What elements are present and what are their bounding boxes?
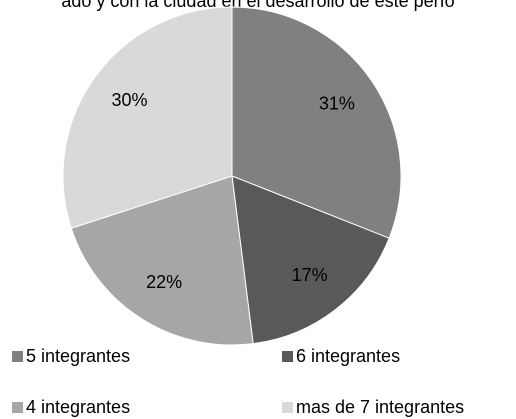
data-label: 31% bbox=[319, 94, 355, 114]
pie-slice bbox=[62, 6, 233, 229]
legend-label: 5 integrantes bbox=[26, 346, 130, 366]
pie-slice bbox=[231, 175, 390, 345]
legend-swatch bbox=[282, 402, 293, 413]
pie-slice bbox=[231, 6, 402, 239]
legend-swatch bbox=[12, 402, 23, 413]
legend-swatch bbox=[12, 351, 23, 362]
data-label: 30% bbox=[111, 90, 147, 110]
chart-title: ado y con la ciudad en el desarrollo de … bbox=[61, 0, 454, 11]
data-label: 17% bbox=[292, 265, 328, 285]
legend-label: mas de 7 integrantes bbox=[296, 397, 464, 417]
data-label: 22% bbox=[146, 272, 182, 292]
legend-swatch bbox=[282, 351, 293, 362]
legend-label: 4 integrantes bbox=[26, 397, 130, 417]
legend-label: 6 integrantes bbox=[296, 346, 400, 366]
pie-slice bbox=[70, 175, 254, 346]
